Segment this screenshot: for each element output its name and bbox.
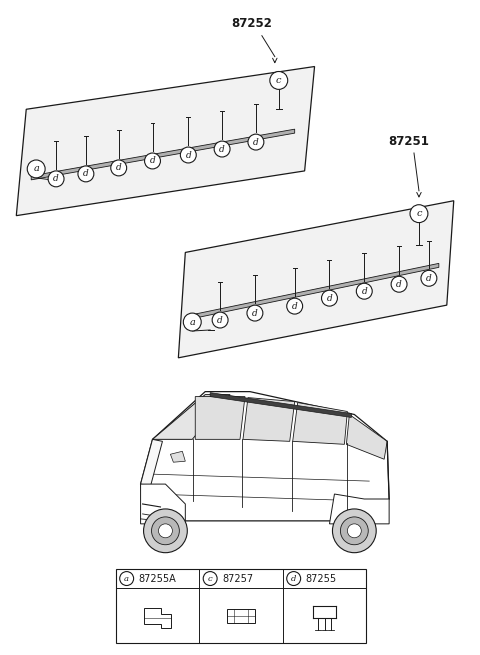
Circle shape [214,141,230,157]
Circle shape [287,298,302,314]
Text: d: d [361,287,367,295]
Circle shape [270,71,288,89]
Polygon shape [141,484,185,524]
Text: d: d [185,151,191,160]
Circle shape [322,290,337,306]
Text: a: a [189,318,195,327]
Text: 87255: 87255 [306,574,337,584]
Polygon shape [210,392,351,417]
Circle shape [78,166,94,182]
Text: d: d [253,138,259,147]
Text: d: d [217,316,223,324]
Circle shape [180,147,196,163]
Polygon shape [347,415,387,459]
Circle shape [152,517,180,545]
Text: d: d [326,293,332,303]
Circle shape [203,572,217,586]
Polygon shape [170,451,185,462]
Circle shape [111,160,127,176]
Polygon shape [16,67,314,215]
Circle shape [421,271,437,286]
Circle shape [287,572,300,586]
Circle shape [348,524,361,538]
Polygon shape [243,398,295,441]
Circle shape [340,517,368,545]
Text: d: d [150,157,156,166]
Text: 87255A: 87255A [139,574,176,584]
Circle shape [212,312,228,328]
Polygon shape [190,263,439,319]
Text: c: c [276,76,282,85]
Text: 87251: 87251 [389,134,430,147]
Polygon shape [141,392,389,521]
Text: d: d [116,164,121,172]
Text: d: d [83,170,89,178]
Polygon shape [153,394,230,440]
Text: d: d [292,301,298,310]
Text: a: a [33,164,39,174]
Circle shape [247,305,263,321]
Circle shape [120,572,133,586]
Text: c: c [416,209,422,218]
Circle shape [410,205,428,223]
Polygon shape [293,403,348,444]
Text: d: d [53,174,59,183]
Bar [116,569,366,643]
Circle shape [27,160,45,178]
Text: 87257: 87257 [222,574,253,584]
Polygon shape [179,200,454,358]
Text: c: c [208,574,213,582]
Polygon shape [141,440,162,486]
Circle shape [391,276,407,292]
Polygon shape [329,494,389,524]
Text: a: a [124,574,129,582]
Text: d: d [396,280,402,289]
Circle shape [356,283,372,299]
Circle shape [333,509,376,553]
Circle shape [144,509,187,553]
Circle shape [183,313,201,331]
Polygon shape [195,396,245,440]
Text: d: d [219,145,225,153]
Text: d: d [426,274,432,283]
Circle shape [158,524,172,538]
Text: 87252: 87252 [231,17,272,30]
Circle shape [248,134,264,150]
Circle shape [144,153,160,169]
Text: d: d [291,574,296,582]
Text: d: d [252,309,258,318]
Circle shape [48,171,64,187]
Polygon shape [31,129,295,180]
